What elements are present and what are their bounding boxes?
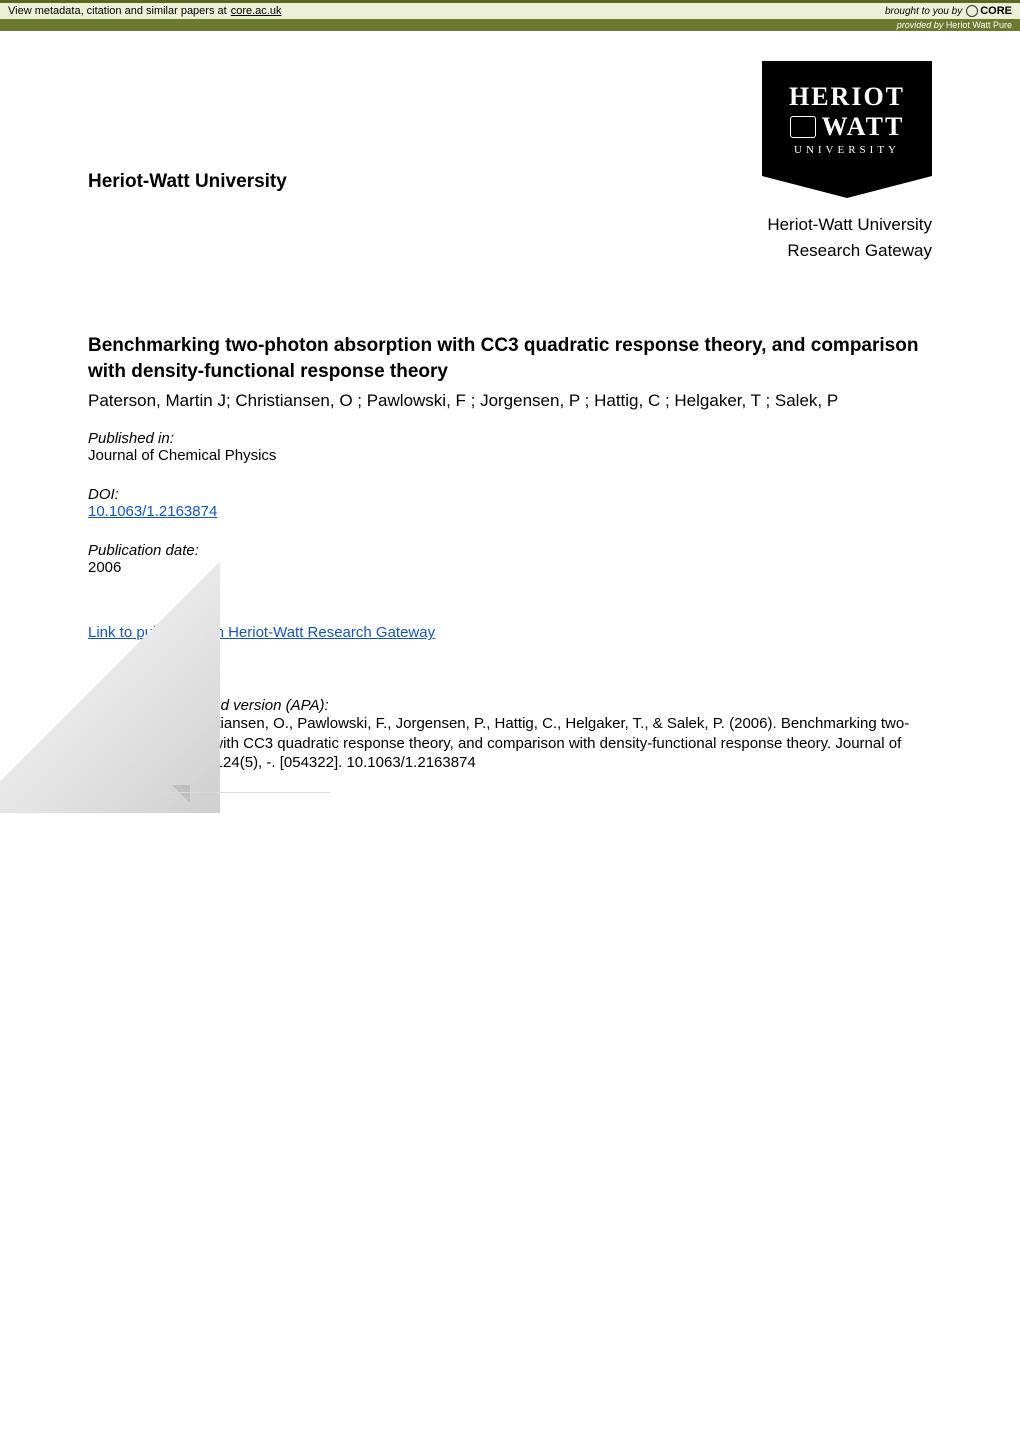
article-authors: Paterson, Martin J; Christiansen, O ; Pa… xyxy=(88,390,932,412)
doi-link[interactable]: 10.1063/1.2163874 xyxy=(88,503,217,520)
core-link[interactable]: core.ac.uk xyxy=(231,5,282,17)
citation-label: Citation for published version (APA): xyxy=(88,697,932,714)
core-label: CORE xyxy=(980,5,1012,17)
provided-by-bar: provided by Heriot Watt Pure xyxy=(0,19,1020,31)
pub-date-label: Publication date: xyxy=(88,542,932,559)
logo-block: HERIOT WATT UNIVERSITY Heriot-Watt Unive… xyxy=(762,61,932,263)
core-banner: View metadata, citation and similar pape… xyxy=(0,0,1020,19)
citation-text: Paterson, M., Christiansen, O., Pawlowsk… xyxy=(88,714,932,773)
logo-line2: WATT xyxy=(790,112,905,142)
logo-line2-text: WATT xyxy=(822,112,905,142)
page-content: Heriot-Watt University HERIOT WATT UNIVE… xyxy=(0,31,1020,813)
footer-rule xyxy=(160,792,330,793)
logo-line3: UNIVERSITY xyxy=(794,144,900,156)
provided-source: Heriot Watt Pure xyxy=(946,20,1012,30)
published-in-label: Published in: xyxy=(88,430,932,447)
article-block: Benchmarking two-photon absorption with … xyxy=(88,333,932,773)
gateway-line2: Research Gateway xyxy=(762,238,932,264)
banner-right: brought to you by CORE xyxy=(885,5,1012,17)
article-title: Benchmarking two-photon absorption with … xyxy=(88,333,932,384)
gateway-text: Heriot-Watt University Research Gateway xyxy=(762,212,932,263)
university-shield-logo: HERIOT WATT UNIVERSITY xyxy=(762,61,932,176)
published-in-group: Published in: Journal of Chemical Physic… xyxy=(88,430,932,464)
brought-by-text: brought to you by xyxy=(885,6,962,17)
doi-group: DOI: 10.1063/1.2163874 xyxy=(88,486,932,520)
logo-line1: HERIOT xyxy=(789,82,905,112)
core-icon xyxy=(966,5,978,17)
pub-date-value: 2006 xyxy=(88,559,932,576)
provided-prefix: provided by xyxy=(897,20,946,30)
banner-prefix: View metadata, citation and similar pape… xyxy=(8,5,227,17)
banner-left: View metadata, citation and similar pape… xyxy=(8,5,281,17)
header-row: Heriot-Watt University HERIOT WATT UNIVE… xyxy=(88,61,932,263)
gateway-publication-link[interactable]: Link to publication in Heriot-Watt Resea… xyxy=(88,624,932,641)
gateway-line1: Heriot-Watt University xyxy=(762,212,932,238)
pub-date-group: Publication date: 2006 xyxy=(88,542,932,576)
institution-heading: Heriot-Watt University xyxy=(88,171,287,193)
core-logo[interactable]: CORE xyxy=(966,5,1012,17)
doi-label: DOI: xyxy=(88,486,932,503)
published-in-value: Journal of Chemical Physics xyxy=(88,447,932,464)
crest-icon xyxy=(790,116,816,138)
